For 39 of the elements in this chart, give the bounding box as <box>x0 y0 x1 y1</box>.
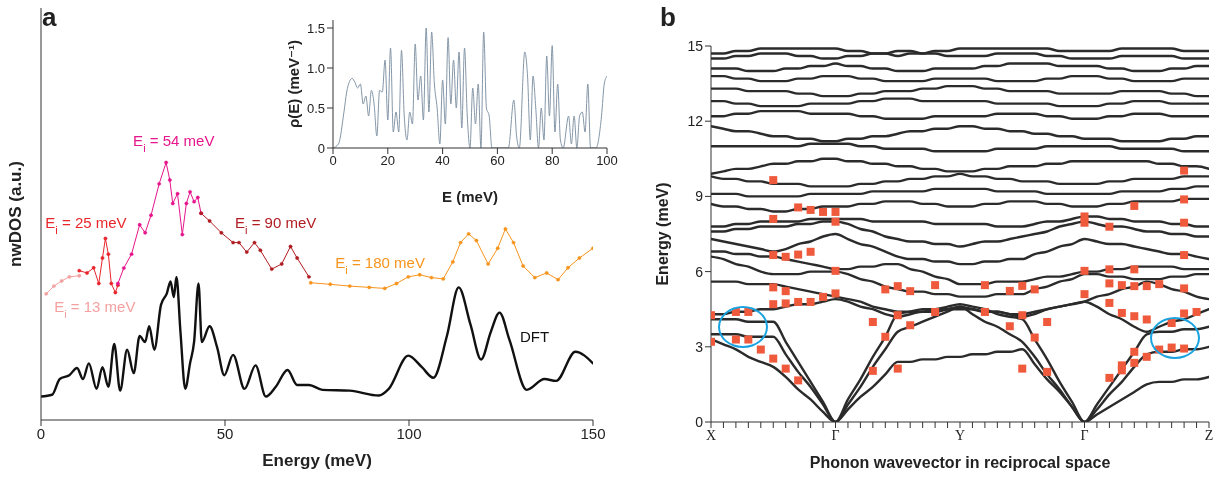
series-label: E$_{i}$ = 90 meV <box>234 213 317 236</box>
x-tick-label: Γ <box>831 427 840 443</box>
series-label: E$_{i}$ = 13 meV <box>54 297 136 320</box>
x-tick-label: Γ <box>1080 427 1089 443</box>
y-tick-label: 9 <box>695 188 704 205</box>
y-axis-title: ρ(E) (meV⁻¹) <box>284 39 302 129</box>
y-tick-label: 1.5 <box>306 20 325 36</box>
chart-title: b <box>660 2 676 33</box>
x-tick-label: 40 <box>435 153 450 169</box>
x-tick-label: Z <box>1204 427 1214 443</box>
x-tick-label: Y <box>954 427 966 443</box>
x-axis-title: Phonon wavevector in reciprocal space <box>809 454 1111 471</box>
x-axis-title: E (meV) <box>442 188 498 205</box>
y-tick-label: 3 <box>695 338 704 355</box>
x-tick-label: 20 <box>380 153 396 169</box>
x-tick-label: 60 <box>490 153 505 169</box>
y-axis-title: nwDOS (a.u.) <box>5 161 25 267</box>
y-tick-label: 12 <box>687 113 704 130</box>
x-tick-label: 50 <box>216 424 234 442</box>
x-tick-label: 100 <box>396 424 422 442</box>
y-axis-title: Energy (meV) <box>654 182 672 286</box>
y-tick-label: 1.0 <box>306 60 325 76</box>
y-tick-label: 0 <box>317 140 325 156</box>
x-tick-label: 150 <box>580 424 606 442</box>
x-tick-label: 0 <box>36 424 46 442</box>
x-tick-label: X <box>705 427 717 443</box>
y-tick-label: 6 <box>695 263 704 280</box>
y-tick-label: 0 <box>695 413 704 430</box>
y-tick-label: 0.5 <box>306 100 325 116</box>
series-label: DFT <box>520 328 550 346</box>
series-label: E$_{i}$ = 54 meV <box>133 131 215 154</box>
y-tick-label: 15 <box>687 37 704 54</box>
series-label: E$_{i}$ = 25 meV <box>45 213 127 236</box>
chart-title: a <box>42 2 57 33</box>
x-tick-label: 80 <box>544 153 560 169</box>
x-tick-label: 100 <box>596 153 618 169</box>
series-label: E$_{i}$ = 180 meV <box>335 254 425 277</box>
x-axis-title: Energy (meV) <box>262 451 372 470</box>
x-tick-label: 0 <box>329 153 337 169</box>
